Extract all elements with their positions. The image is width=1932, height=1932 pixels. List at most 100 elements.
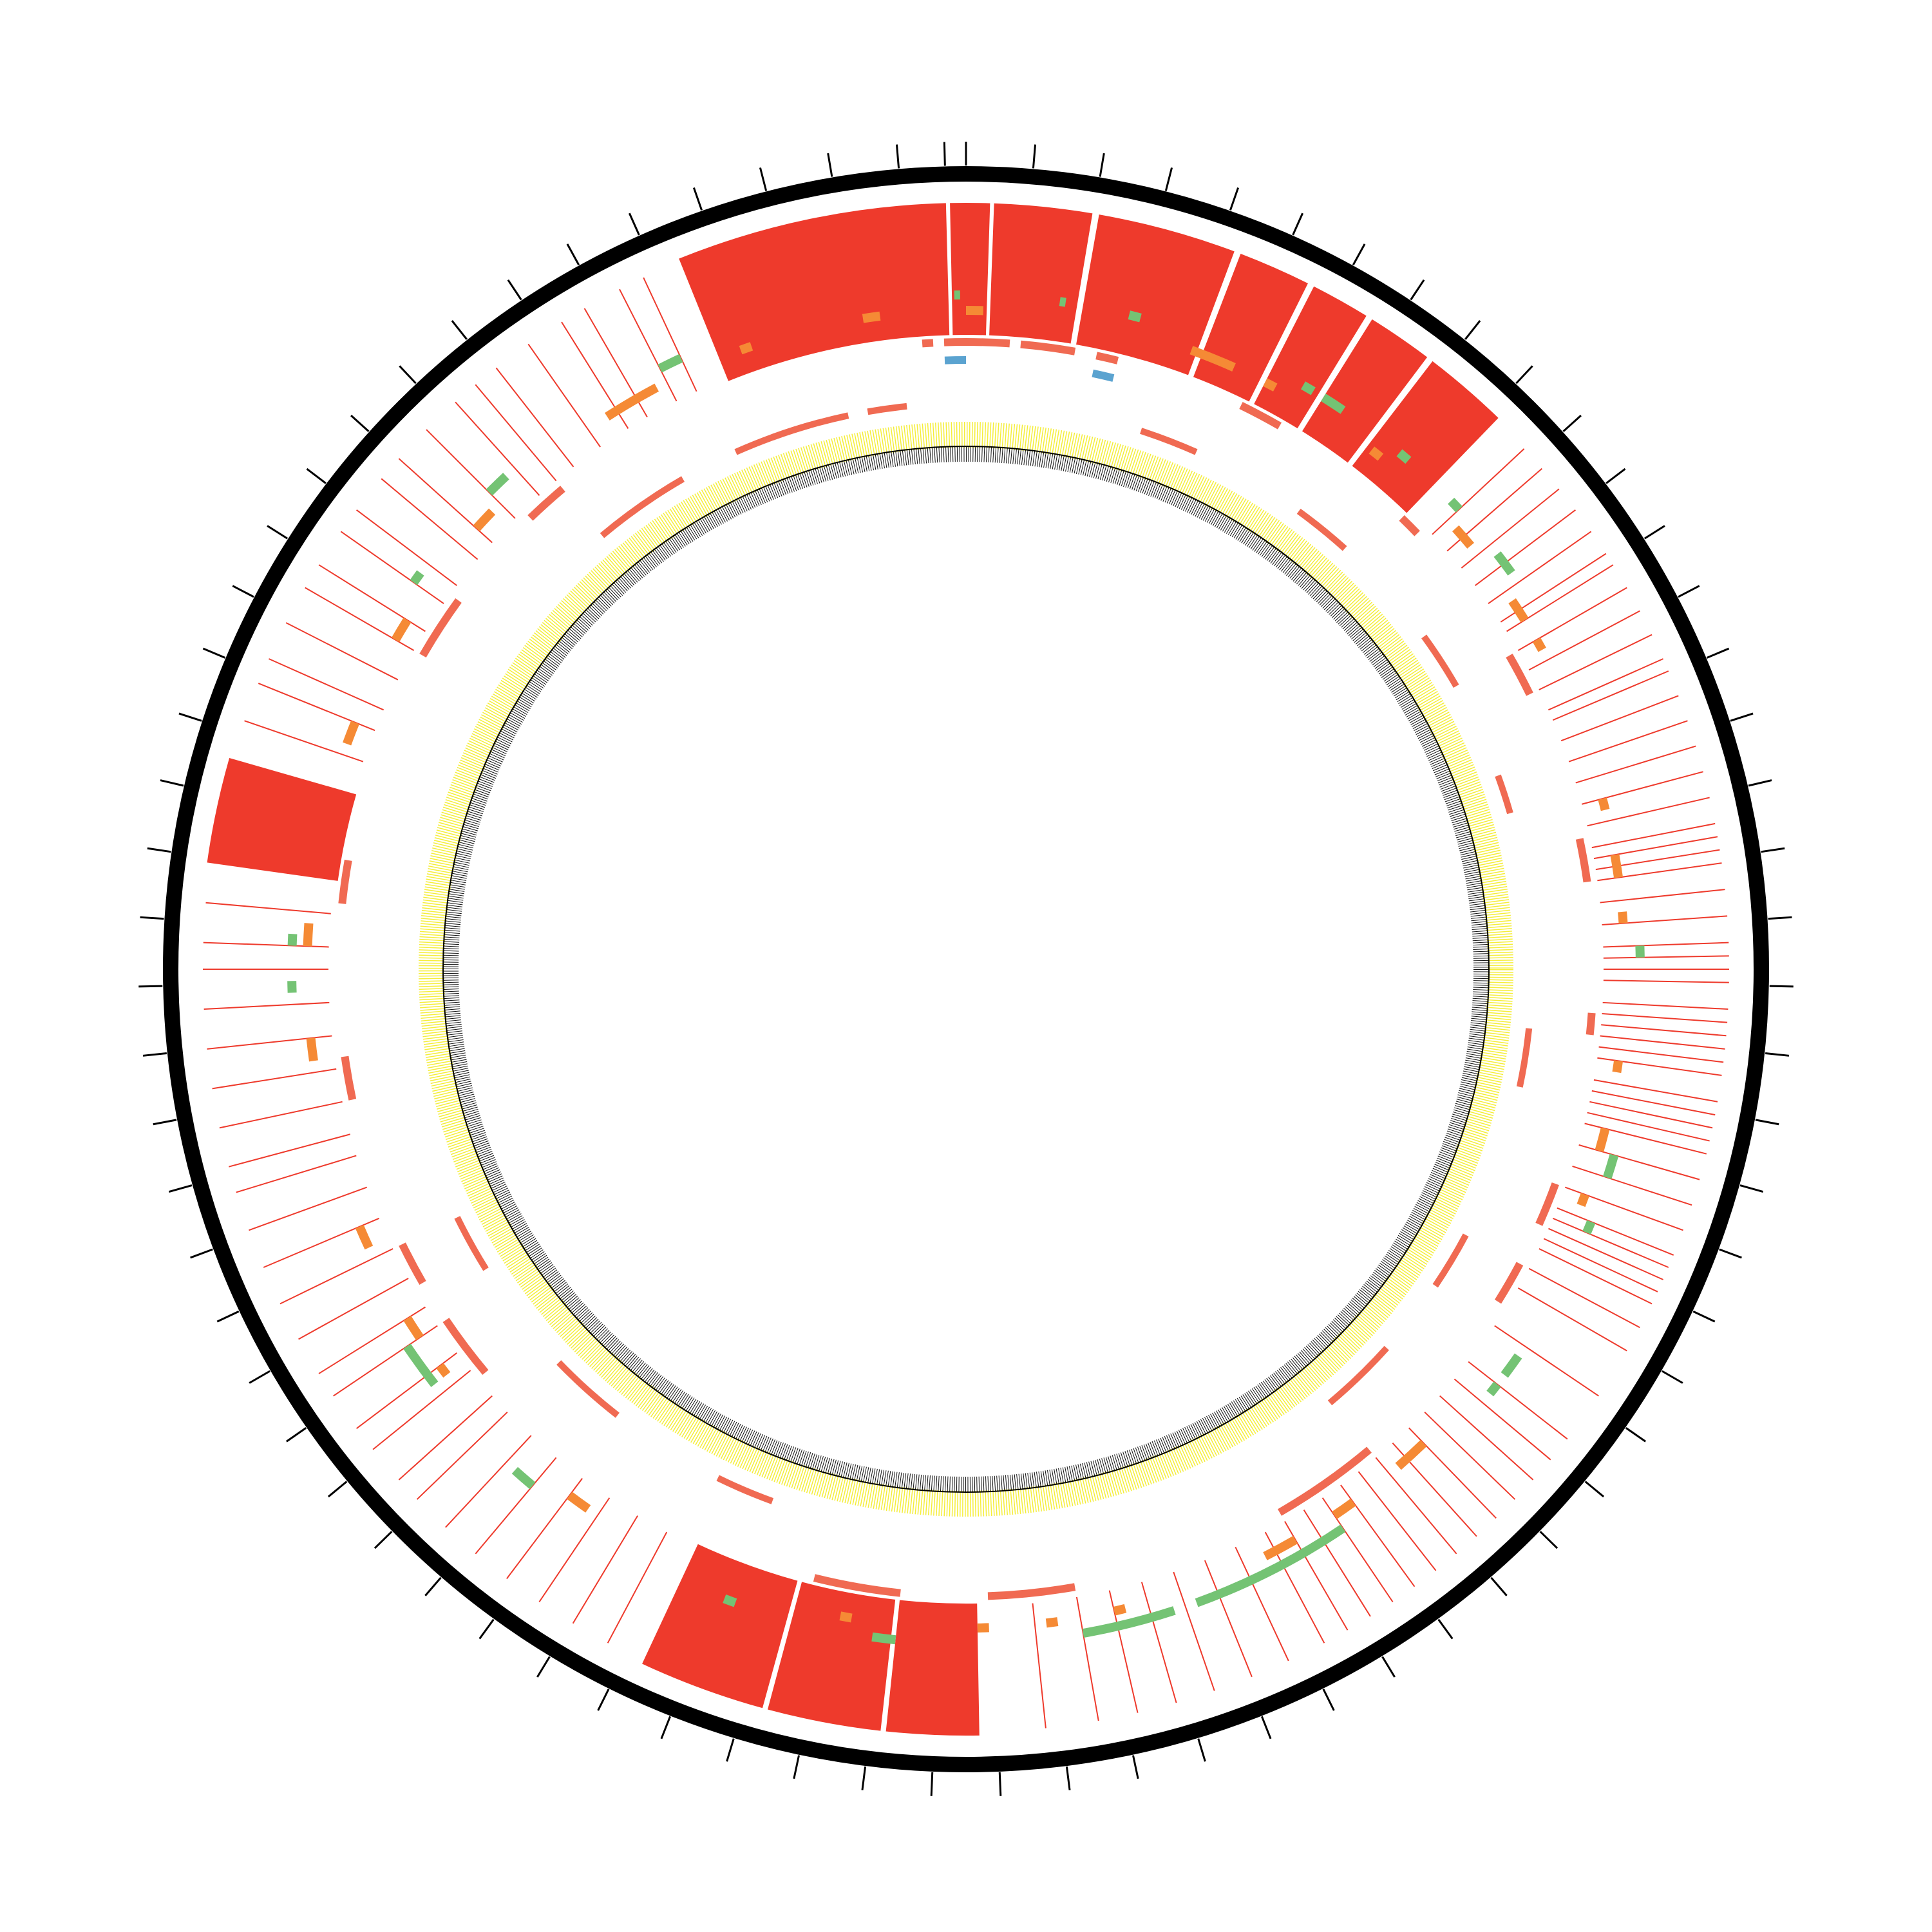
feature [1332,1498,1356,1519]
feature [739,342,753,355]
feature [442,1318,489,1375]
tick [1437,1618,1454,1640]
feature-line [398,458,493,544]
feature [343,721,359,746]
feature [341,1056,357,1101]
feature [1598,797,1610,811]
tick [1490,1577,1508,1596]
tick [895,144,900,169]
tick [285,1427,307,1443]
tick [628,213,640,236]
tick [566,243,580,266]
feature [1399,515,1420,536]
tick [1761,847,1785,853]
feature [1296,508,1347,551]
feature-line [1204,1560,1253,1678]
feature-line [475,1457,557,1555]
feature-line [1597,862,1722,882]
feature-line [1589,1101,1713,1129]
feature-line [1468,1361,1568,1440]
block [679,203,950,381]
tick [1032,144,1037,169]
tick [943,142,946,166]
feature [436,1363,451,1378]
feature [1368,446,1384,461]
tick [1662,1370,1683,1384]
feature [287,933,298,946]
feature [1128,310,1142,323]
feature-line [445,1435,532,1528]
feature [862,311,881,323]
tick [536,1656,551,1678]
tick [1584,1481,1605,1498]
feature [486,473,509,496]
feature [1263,1535,1298,1560]
tick [1164,167,1173,191]
feature-line [212,1068,337,1090]
feature [600,476,685,538]
feature-line [1600,1035,1725,1050]
tick [138,985,163,988]
profile-band-outer [419,422,1513,1517]
feature [473,508,496,532]
tick [597,1689,610,1711]
feature [1195,1524,1346,1607]
feature [1239,402,1282,430]
feature [303,923,314,947]
feature [943,338,1010,348]
feature-line [356,1352,457,1429]
feature-line [1303,1510,1371,1617]
feature [1582,1220,1596,1235]
feature [399,1242,426,1285]
feature-line [229,1133,350,1168]
tick [202,647,226,659]
feature [1448,497,1463,513]
feature [355,1224,374,1250]
feature-line [1602,1001,1728,1010]
feature-line [1568,720,1688,762]
tick [190,1248,213,1259]
feature [1092,369,1115,382]
feature-line [1517,1287,1627,1352]
feature [1595,1127,1610,1152]
feature [527,486,565,521]
feature-line [1575,745,1696,784]
feature [1082,1606,1176,1638]
feature-line [236,1155,357,1193]
feature [556,1360,620,1418]
tick [1539,1531,1558,1549]
tick [1261,1716,1272,1739]
tick [759,167,768,191]
feature [871,1632,896,1645]
feature [1059,297,1066,307]
feature [987,1583,1076,1600]
feature [1612,1060,1623,1074]
feature [1301,381,1316,395]
feature [1577,1193,1589,1208]
feature-line [381,478,478,560]
tick [1099,153,1105,177]
tick [1065,1766,1071,1791]
block [950,203,990,336]
tick [1692,1311,1716,1323]
feature [306,1037,318,1062]
tick [306,468,327,484]
block [642,1544,798,1709]
feature-line [1461,488,1560,569]
ideogram [163,166,1769,1772]
tick [1292,213,1304,236]
profile-baseline [442,446,1490,1493]
feature-line [475,384,557,482]
feature-line [333,1325,438,1397]
feature [403,1316,424,1340]
feature-line [1475,509,1576,587]
feature [391,618,412,642]
tick [1706,647,1730,659]
feature [1493,551,1515,576]
feature-line [1572,1165,1692,1206]
feature [1618,911,1628,924]
feature [1635,945,1645,958]
feature-line [279,1248,393,1305]
feature-line [356,509,457,587]
feature-line [1075,1596,1099,1721]
